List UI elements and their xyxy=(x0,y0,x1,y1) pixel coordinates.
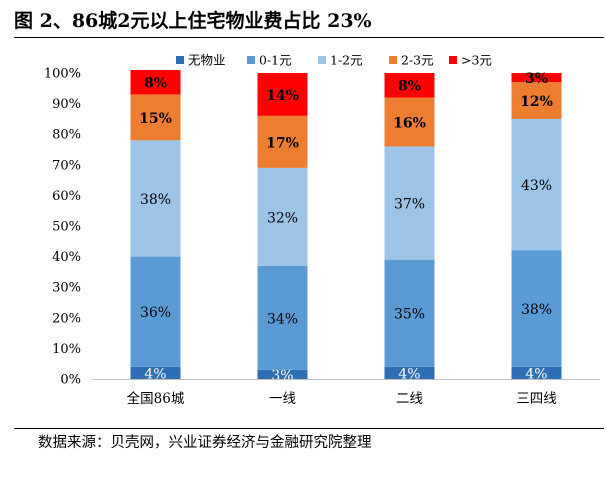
data-label: 17% xyxy=(266,135,299,151)
y-axis: 0% 10% 20% 30% 40% 50% 60% 70% 80% 90% 100% xyxy=(44,67,81,388)
bar-segment xyxy=(384,97,435,147)
y-tick-label: 100% xyxy=(44,67,81,82)
bar-segment xyxy=(384,259,435,367)
data-label: 36% xyxy=(140,305,171,321)
data-label: 12% xyxy=(520,94,553,110)
bar-segment xyxy=(130,366,181,379)
data-label: 3% xyxy=(271,368,293,384)
legend-label: 1-2元 xyxy=(330,53,363,68)
data-label: 8% xyxy=(144,76,167,92)
y-tick-label: 80% xyxy=(52,128,81,143)
legend: 无物业 0-1元 1-2元 2-3元 >3元 xyxy=(176,53,492,68)
y-tick-label: 90% xyxy=(52,97,81,112)
legend-swatch xyxy=(318,56,326,64)
x-tick-label: 二线 xyxy=(396,391,423,407)
bar-segment xyxy=(130,69,181,95)
x-tick-label: 一线 xyxy=(269,391,296,407)
x-axis: 全国86城 一线 二线 三四线 xyxy=(92,379,600,407)
data-label: 15% xyxy=(139,111,172,127)
data-label: 35% xyxy=(394,307,425,323)
bar-segment xyxy=(384,146,435,260)
bar-segment xyxy=(257,265,308,370)
y-tick-label: 20% xyxy=(52,311,81,326)
bar-segment xyxy=(257,167,308,266)
data-label: 4% xyxy=(398,366,420,382)
data-label: 16% xyxy=(393,115,426,131)
data-label: 34% xyxy=(267,311,298,327)
data-label: 38% xyxy=(140,192,171,208)
y-tick-label: 10% xyxy=(52,342,81,357)
bar-segment xyxy=(130,140,181,257)
x-tick-label: 全国86城 xyxy=(127,390,185,407)
data-label: 38% xyxy=(521,302,552,318)
legend-label: >3元 xyxy=(461,53,492,68)
legend-swatch xyxy=(247,56,255,64)
bar-segment xyxy=(384,73,435,98)
title-rule xyxy=(14,37,604,38)
bar-segment xyxy=(257,73,308,116)
y-tick-label: 70% xyxy=(52,158,81,173)
bar-segment xyxy=(130,256,181,367)
y-tick-label: 40% xyxy=(52,250,81,265)
bar-segment xyxy=(384,366,435,379)
bar-segment xyxy=(130,94,181,141)
legend-swatch xyxy=(389,56,397,64)
data-label: 3% xyxy=(525,71,548,87)
bar-segment xyxy=(511,250,562,367)
source-rule xyxy=(14,428,604,429)
bar-segment xyxy=(257,115,308,168)
legend-swatch xyxy=(449,56,457,64)
legend-label: 2-3元 xyxy=(401,53,434,68)
y-tick-label: 30% xyxy=(52,281,81,296)
data-label: 4% xyxy=(525,366,547,382)
legend-label: 无物业 xyxy=(188,53,226,68)
data-label: 32% xyxy=(267,210,298,226)
data-label: 37% xyxy=(394,197,425,213)
bars: 4% 36% 38% 15% 8% 3% 34% 32% 17% 14% 4% 35% 37% 16% 8%… xyxy=(130,69,562,384)
x-tick-label: 三四线 xyxy=(516,391,557,407)
bar-segment xyxy=(511,366,562,379)
data-label: 14% xyxy=(266,88,299,104)
y-tick-label: 60% xyxy=(52,189,81,204)
legend-label: 0-1元 xyxy=(259,53,292,68)
data-label: 8% xyxy=(398,79,421,95)
y-tick-label: 0% xyxy=(60,373,81,388)
bar-segment xyxy=(511,82,562,119)
bar-segment xyxy=(511,73,562,83)
data-label: 4% xyxy=(144,366,166,382)
legend-swatch xyxy=(176,56,184,64)
data-label: 43% xyxy=(521,178,552,194)
source-note: 数据来源：贝壳网，兴业证券经济与金融研究院整理 xyxy=(38,435,372,451)
bar-segment xyxy=(511,118,562,251)
figure-title: 图 2、86城2元以上住宅物业费占比 23% xyxy=(14,10,372,32)
y-tick-label: 50% xyxy=(52,220,81,235)
bar-segment xyxy=(257,369,308,379)
